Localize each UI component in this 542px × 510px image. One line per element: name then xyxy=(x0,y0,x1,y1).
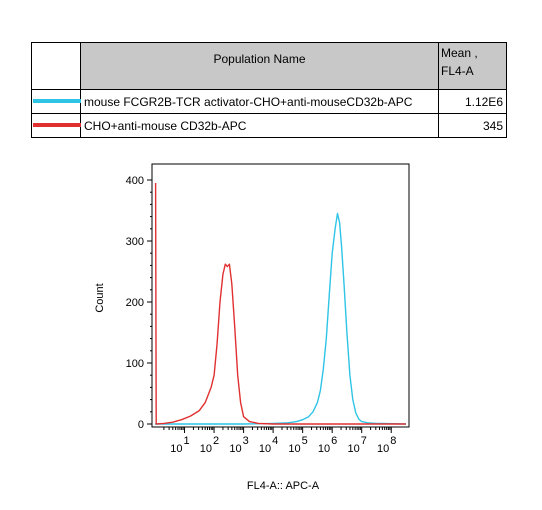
y-tick-label: 0 xyxy=(138,419,144,431)
x-tick-label-exponent: 3 xyxy=(243,435,249,447)
legend-row-mean: 1.12E6 xyxy=(438,89,507,114)
x-tick-label-base: 10 xyxy=(288,443,300,455)
x-tick-label-base: 10 xyxy=(229,443,241,455)
x-tick-label-exponent: 8 xyxy=(390,435,396,447)
legend-header-mean: Mean , FL4-A xyxy=(438,42,507,90)
x-tick-label-base: 10 xyxy=(347,443,359,455)
y-axis: 0 100 200 300 400 xyxy=(126,175,152,431)
y-tick-label: 300 xyxy=(126,236,144,248)
x-tick-label-base: 10 xyxy=(259,443,271,455)
x-tick-label-exponent: 6 xyxy=(331,435,337,447)
legend-swatch-cell xyxy=(31,113,81,138)
y-tick-label: 200 xyxy=(126,297,144,309)
y-tick-label: 400 xyxy=(126,175,144,187)
legend-header-mean-line1: Mean , xyxy=(441,46,478,60)
series-line-red xyxy=(154,182,406,425)
x-tick-label-base: 10 xyxy=(318,443,330,455)
x-tick-label-exponent: 2 xyxy=(213,435,219,447)
legend-row: CHO+anti-mouse CD32b-APC 345 xyxy=(31,113,507,138)
legend-header-mean-line2: FL4-A xyxy=(441,64,474,78)
legend-row: mouse FCGR2B-TCR activator-CHO+anti-mous… xyxy=(31,89,507,114)
y-axis-label: Count xyxy=(94,283,106,312)
x-tick-label-exponent: 7 xyxy=(361,435,367,447)
x-tick-label-exponent: 4 xyxy=(272,435,278,447)
x-tick-label-base: 10 xyxy=(200,443,212,455)
x-tick-label-exponent: 1 xyxy=(184,435,190,447)
x-axis-label: FL4-A:: APC-A xyxy=(247,480,320,492)
plot-frame xyxy=(151,163,410,428)
x-tick-label-base: 10 xyxy=(170,443,182,455)
legend-header-blank xyxy=(31,42,81,90)
y-tick-label: 100 xyxy=(126,358,144,370)
legend-swatch-red xyxy=(33,123,81,127)
series-group xyxy=(154,182,407,425)
legend-swatch-cyan xyxy=(33,99,81,103)
x-tick-label-base: 10 xyxy=(377,443,389,455)
legend-swatch-cell xyxy=(31,89,81,114)
legend-row-name: CHO+anti-mouse CD32b-APC xyxy=(80,113,439,138)
series-line-cyan xyxy=(155,212,407,425)
x-tick-label-exponent: 5 xyxy=(302,435,308,447)
population-legend-table: Population Name Mean , FL4-A mouse FCGR2… xyxy=(31,42,507,138)
legend-row-mean: 345 xyxy=(438,113,507,138)
